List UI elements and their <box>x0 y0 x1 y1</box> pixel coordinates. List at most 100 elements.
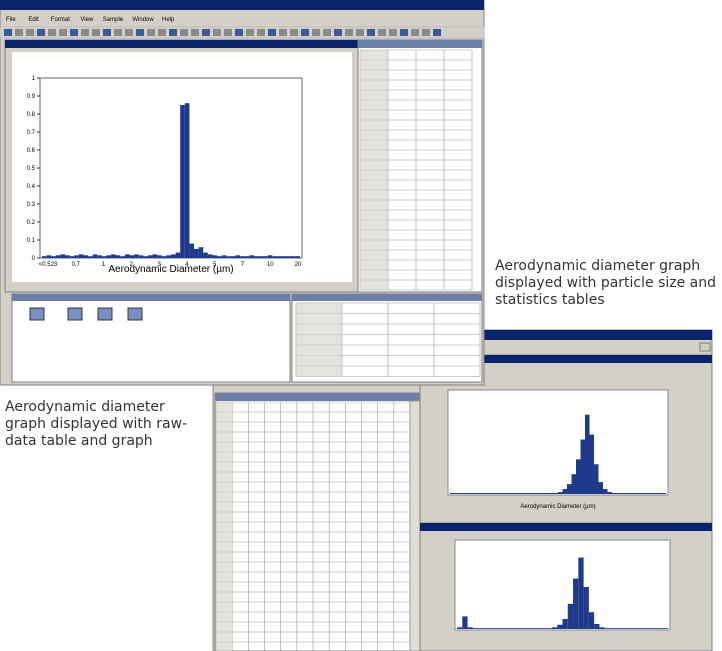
bar <box>462 616 468 629</box>
bar <box>540 493 545 494</box>
toolbar-icon <box>389 29 397 36</box>
window-main <box>0 0 485 386</box>
bar <box>459 493 464 494</box>
bar <box>530 628 537 629</box>
bar <box>78 254 84 258</box>
bar <box>454 493 459 494</box>
menu-item: Help <box>162 17 175 23</box>
table-header <box>360 50 388 290</box>
toolbar-icon <box>48 29 56 36</box>
bar <box>544 493 549 494</box>
bar <box>477 493 482 494</box>
bar <box>616 493 621 494</box>
bar <box>603 489 608 494</box>
y-tick-label: 0.1 <box>27 238 36 244</box>
bar <box>203 252 208 258</box>
bar <box>212 255 218 258</box>
bar <box>180 105 185 258</box>
bar <box>661 493 666 494</box>
bar <box>120 256 125 258</box>
toolbar-icon <box>224 29 232 36</box>
bar <box>244 256 250 258</box>
toolbar-icon <box>345 29 353 36</box>
bar <box>495 493 500 494</box>
menu-item: File <box>6 17 16 23</box>
toolbar-icon <box>147 29 155 36</box>
toolbar-icon <box>290 29 298 36</box>
bar <box>615 628 621 629</box>
bar <box>652 628 658 629</box>
toolbar-icon <box>378 29 386 36</box>
bar <box>258 256 264 258</box>
y-tick-label: 0.3 <box>27 202 36 208</box>
tables <box>215 49 481 651</box>
bar <box>499 628 505 629</box>
y-tick-label: 0.7 <box>27 130 36 136</box>
toolbar-icon <box>70 29 78 36</box>
bar <box>463 493 468 494</box>
bar <box>97 255 102 258</box>
bar <box>450 493 455 494</box>
main-graph: 0 0.1 0.2 0.3 0.4 0.5 0.6 0.7 0.8 0.9 1 <0.523 0.7 1 2… <box>27 76 302 268</box>
bar <box>472 493 477 494</box>
bar <box>143 256 148 258</box>
toolbar-icon <box>422 29 430 36</box>
x-tick-label: 2 <box>130 262 134 268</box>
bar <box>207 254 213 258</box>
bar <box>620 628 626 629</box>
bar <box>576 459 581 494</box>
bar <box>74 255 79 258</box>
bar <box>625 493 630 494</box>
x-tick-label: 20 <box>295 262 302 268</box>
bar <box>535 493 540 494</box>
menu-item: Window <box>132 17 154 23</box>
bar <box>488 628 494 629</box>
bar <box>508 493 513 494</box>
toolbar-icon <box>4 29 12 36</box>
bar <box>631 628 637 629</box>
toolbar-icon <box>257 29 265 36</box>
menu-item: Edit <box>28 17 39 23</box>
x-tick-label: 7 <box>241 262 245 268</box>
bar <box>557 624 563 629</box>
bar <box>115 255 121 258</box>
bar <box>549 493 554 494</box>
bar <box>558 492 563 494</box>
toolbar-icon <box>235 29 243 36</box>
bar <box>504 493 509 494</box>
bar <box>573 578 579 629</box>
x-tick-label: <0.523 <box>39 262 58 268</box>
bar <box>636 628 642 629</box>
x-tick-label: 4 <box>185 262 189 268</box>
bar <box>226 256 231 258</box>
bar <box>490 493 495 494</box>
bar <box>267 255 273 258</box>
bar <box>562 618 568 629</box>
menu-bar: File Edit Format View Sample Window Help <box>4 17 441 36</box>
bar <box>643 493 648 494</box>
bar <box>171 254 176 258</box>
bar <box>648 493 653 494</box>
bar <box>562 489 567 494</box>
bar <box>646 628 653 629</box>
bar <box>493 628 500 629</box>
table-header <box>216 402 233 651</box>
toolbar-icon <box>411 29 419 36</box>
toolbar-icon <box>103 29 111 36</box>
bar <box>106 255 112 258</box>
bar <box>65 255 70 258</box>
toolbar-icon <box>180 29 188 36</box>
size-graph <box>457 557 668 629</box>
bar <box>594 464 599 494</box>
bar <box>509 628 516 629</box>
bar <box>652 493 657 494</box>
bar <box>598 482 603 494</box>
bar <box>483 628 489 629</box>
toolbar-icon <box>81 29 89 36</box>
bar <box>639 493 644 494</box>
bar <box>468 493 473 494</box>
bar <box>281 256 287 258</box>
bar <box>517 493 522 494</box>
bar <box>657 628 663 629</box>
